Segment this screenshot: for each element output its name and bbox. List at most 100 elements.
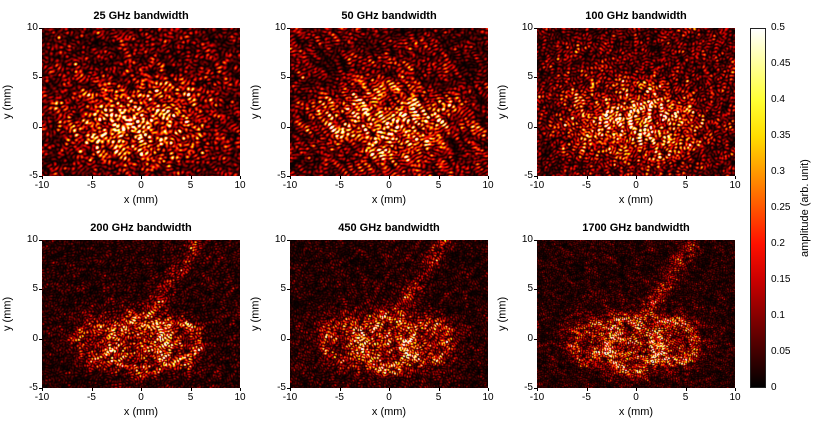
x-tick-label: 10 [482,180,494,191]
x-tick-label: -10 [34,180,50,191]
y-tick-label: -5 [524,170,533,181]
tick-mark [290,176,291,179]
heatmap-panel-canvas [290,240,488,388]
colorbar-tick-label: 0.25 [771,202,791,213]
y-tick-label: 5 [527,283,533,295]
x-tick-label: 5 [682,180,689,191]
colorbar-tick-label: 0.2 [771,238,785,249]
x-tick-label: 0 [633,392,639,403]
tick-mark [636,388,637,391]
heatmap-panel-canvas [537,240,735,388]
y-axis-label: y (mm) [249,296,262,332]
tick-mark [92,176,93,179]
y-tick-label: 0 [527,332,533,344]
colorbar-label: amplitude (arb. unit) [799,159,811,257]
heatmap-panel-canvas [537,28,735,176]
tick-mark [191,388,192,391]
colorbar-tick-label: 0.35 [771,130,791,141]
tick-mark [39,28,42,29]
tick-mark [39,127,42,128]
y-tick-label: 10 [26,22,38,33]
x-tick-label: 5 [187,180,194,191]
y-tick-label: 10 [521,234,533,245]
tick-mark [141,388,142,391]
tick-mark [39,176,42,177]
colorbar-tick-label: 0.3 [771,166,785,177]
y-tick-label: 5 [527,71,533,83]
x-tick-label: -5 [87,180,96,191]
y-tick-label: 5 [32,71,38,83]
colorbar-tick-label: 0.45 [771,58,791,69]
panel-title: 50 GHz bandwidth [341,10,437,22]
x-tick-label: -5 [582,392,591,403]
heatmap-panel-canvas [42,240,240,388]
x-tick-label: 0 [386,180,392,191]
x-tick-label: 10 [482,392,494,403]
tick-mark [39,339,42,340]
y-tick-label: -5 [277,170,286,181]
x-tick-label: -5 [335,392,344,403]
tick-mark [340,176,341,179]
x-axis-label: x (mm) [618,406,654,418]
tick-mark [439,388,440,391]
tick-mark [636,176,637,179]
x-tick-label: 10 [234,180,246,191]
panel-title: 200 GHz bandwidth [90,222,192,234]
x-tick-label: 5 [682,392,689,403]
y-tick-label: 10 [521,22,533,33]
tick-mark [39,388,42,389]
x-tick-label: 0 [138,180,144,191]
y-tick-label: 5 [280,283,286,295]
colorbar-tick-label: 0.5 [771,22,785,33]
tick-mark [42,176,43,179]
y-tick-label: 10 [274,234,286,245]
x-axis-label: x (mm) [123,406,159,418]
y-tick-label: 0 [280,120,286,132]
panel-title: 450 GHz bandwidth [338,222,440,234]
tick-mark [534,127,537,128]
tick-mark [534,240,537,241]
y-tick-label: -5 [29,382,38,393]
tick-mark [39,289,42,290]
y-tick-label: 10 [26,234,38,245]
panel-title: 100 GHz bandwidth [585,10,687,22]
x-tick-label: 10 [234,392,246,403]
tick-mark [287,28,290,29]
x-axis-label: x (mm) [371,194,407,206]
tick-mark [534,339,537,340]
colorbar-tick-label: 0.4 [771,94,785,105]
tick-mark [534,28,537,29]
x-tick-label: 0 [138,392,144,403]
y-tick-label: -5 [277,382,286,393]
tick-mark [537,388,538,391]
tick-mark [735,176,736,179]
y-axis-label: y (mm) [1,296,14,332]
tick-mark [191,176,192,179]
x-tick-label: 5 [435,392,442,403]
tick-mark [287,176,290,177]
y-tick-label: -5 [524,382,533,393]
y-tick-label: 0 [32,120,38,132]
tick-mark [287,388,290,389]
heatmap-panel-canvas [290,28,488,176]
colorbar-tick-label: 0.05 [771,346,791,357]
panel-title: 25 GHz bandwidth [93,10,189,22]
colorbar [750,28,766,388]
tick-mark [287,240,290,241]
colorbar-tick-label: 0 [771,382,777,393]
y-axis-label: y (mm) [496,296,509,332]
tick-mark [240,176,241,179]
tick-mark [287,127,290,128]
y-axis-label: y (mm) [496,84,509,120]
x-axis-label: x (mm) [371,406,407,418]
tick-mark [287,339,290,340]
y-tick-label: 0 [280,332,286,344]
tick-mark [240,388,241,391]
tick-mark [439,176,440,179]
tick-mark [587,176,588,179]
tick-mark [534,77,537,78]
tick-mark [39,77,42,78]
panel-title: 1700 GHz bandwidth [582,222,690,234]
tick-mark [534,388,537,389]
